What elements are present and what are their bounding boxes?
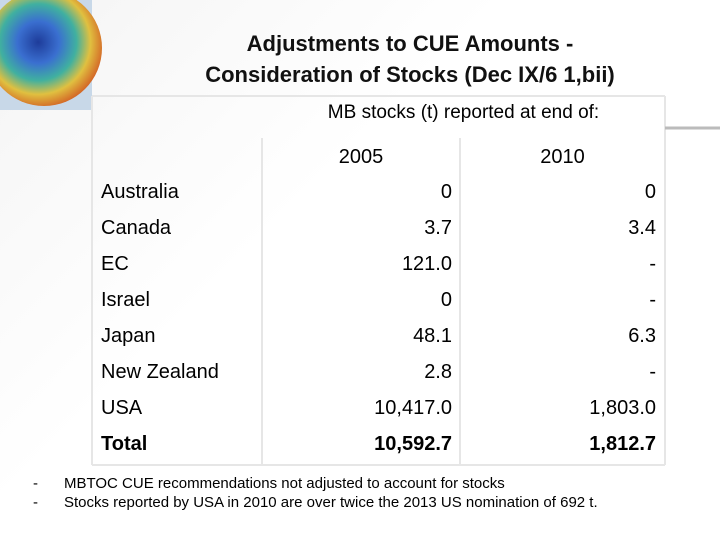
row-label: Israel (101, 289, 150, 311)
note-bullet: - (33, 494, 38, 511)
cell-value: - (649, 361, 656, 383)
cell-value: 10,592.7 (374, 433, 452, 455)
column-header: 2005 (338, 146, 384, 168)
table-caption: MB stocks (t) reported at end of: (327, 102, 600, 123)
row-label: New Zealand (101, 361, 219, 383)
row-label: Canada (101, 217, 172, 239)
row-label: USA (101, 397, 143, 419)
ozone-image (0, 0, 102, 106)
cell-value: 121.0 (401, 253, 452, 275)
note-text: Stocks reported by USA in 2010 are over … (64, 494, 598, 511)
cell-value: 1,803.0 (589, 397, 656, 419)
cell-value: 10,417.0 (374, 397, 452, 419)
cell-value: 0 (440, 289, 452, 311)
note-bullet: - (33, 475, 38, 492)
cell-value: 2.8 (424, 361, 452, 383)
cell-value: 6.3 (628, 325, 656, 347)
cell-value: 0 (644, 181, 656, 203)
cell-value: - (649, 253, 656, 275)
cell-value: 0 (440, 181, 452, 203)
row-label: Total (101, 433, 148, 455)
title-line: Consideration of Stocks (Dec IX/6 1,bii) (205, 62, 615, 87)
cell-value: 3.4 (628, 217, 656, 239)
row-label: Australia (101, 181, 179, 203)
row-label: Japan (101, 325, 156, 347)
cell-value: - (649, 289, 656, 311)
column-header: 2010 (540, 146, 585, 168)
cell-value: 3.7 (424, 217, 452, 239)
row-label: EC (101, 253, 129, 275)
title-line: Adjustments to CUE Amounts - (246, 31, 574, 56)
cell-value: 48.1 (413, 325, 452, 347)
note-text: MBTOC CUE recommendations not adjusted t… (64, 475, 505, 492)
cell-value: 1,812.7 (589, 433, 656, 455)
